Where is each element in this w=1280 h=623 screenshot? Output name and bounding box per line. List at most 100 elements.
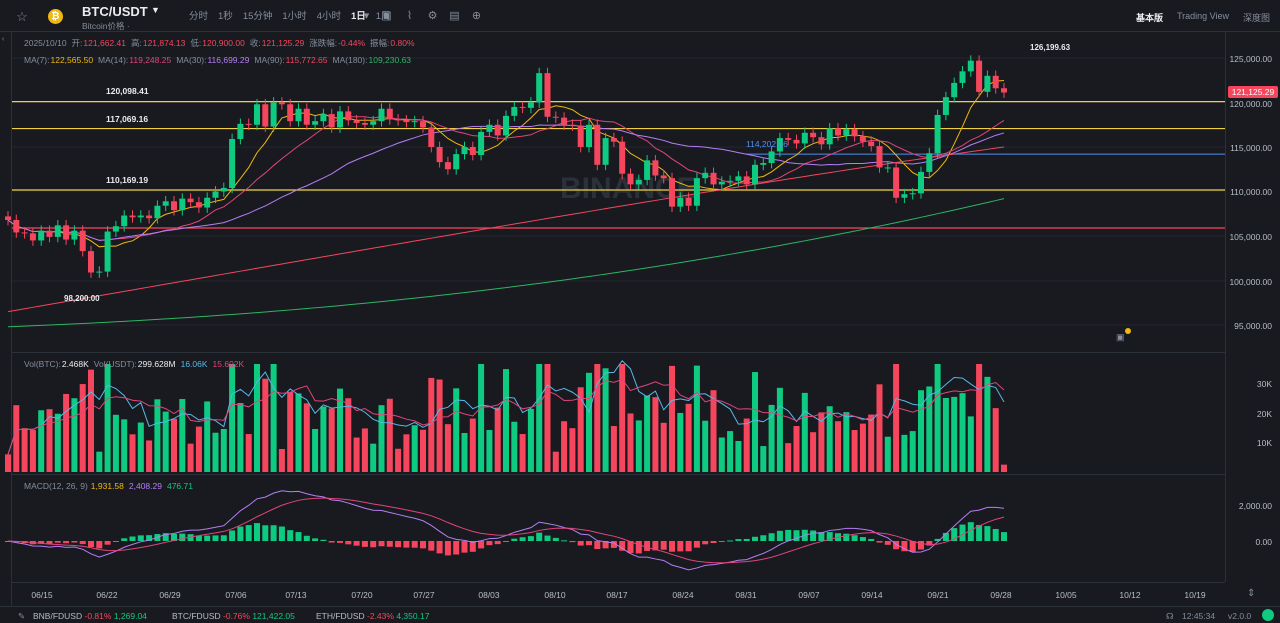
left-drawing-toolbar: ‹	[0, 32, 12, 606]
calendar-icon[interactable]: ▣	[381, 10, 392, 22]
volume-bar	[112, 414, 119, 472]
candle-body	[345, 111, 352, 121]
candle-body	[818, 137, 825, 145]
macd-hist-bar	[494, 541, 501, 545]
pane-separator[interactable]	[12, 352, 1225, 353]
add-indicator-icon[interactable]: ⊕	[471, 10, 482, 22]
candle-body	[270, 102, 277, 127]
candle-body	[162, 201, 169, 206]
macd-hist-bar	[577, 541, 584, 546]
ticker-item[interactable]: ETH/FDUSD -2.43% 4,350.17	[316, 611, 430, 621]
macd-hist-bar	[428, 541, 435, 551]
volume-bar	[137, 422, 144, 472]
macd-hist-bar	[453, 541, 460, 555]
candle-body	[519, 106, 526, 108]
tab-tradingview[interactable]: Trading View	[1176, 11, 1229, 21]
support-headset-icon[interactable]: ☊	[1166, 611, 1174, 621]
candle-body	[428, 127, 435, 147]
candle-body	[303, 108, 310, 125]
interval-tab-1s[interactable]: 1秒	[218, 11, 233, 22]
volume-bar	[586, 372, 592, 472]
volume-bar	[768, 404, 775, 472]
candle-body	[96, 271, 103, 273]
price-tick: 95,000.00	[1234, 321, 1272, 331]
candle-body	[669, 178, 675, 207]
volume-bar	[121, 419, 128, 472]
ticker-item[interactable]: BTC/FDUSD -0.76% 121,422.05	[172, 611, 295, 621]
macd-tick: 2,000.00	[1238, 501, 1272, 511]
candle-body	[984, 75, 991, 92]
macd-hist-bar	[859, 537, 866, 541]
volume-bar	[13, 405, 20, 472]
pane-separator[interactable]	[12, 474, 1225, 475]
macd-hist-bar	[112, 541, 119, 542]
macd-hist-bar	[561, 540, 568, 542]
indicator-chart-icon[interactable]: ⌇	[406, 10, 413, 22]
volume-bar	[453, 388, 460, 472]
settings-icon[interactable]: ⚙	[427, 10, 438, 22]
time-tick: 10/05	[1055, 590, 1077, 600]
candle-body	[610, 138, 617, 142]
macd-hist-bar	[54, 541, 61, 543]
macd-hist-bar	[851, 535, 858, 541]
volume-bar	[610, 426, 617, 472]
volume-bar	[204, 401, 211, 472]
interval-tab-1h[interactable]: 1小时	[282, 11, 307, 22]
layout-icon[interactable]: ▤	[449, 10, 460, 22]
price-tick: 115,000.00	[1230, 143, 1272, 153]
time-tick: 10/12	[1119, 590, 1141, 600]
candle-body	[461, 147, 468, 155]
volume-bar	[951, 396, 958, 472]
collapse-icon[interactable]: ‹	[2, 36, 5, 43]
volume-bar	[154, 399, 161, 472]
ticker-item[interactable]: BNB/FDUSD -0.81% 1,269.04	[33, 611, 147, 621]
macd-hist-bar	[395, 541, 402, 548]
volume-bar	[752, 372, 758, 472]
candle-body	[5, 216, 11, 220]
favorite-star-icon[interactable]: ☆	[16, 9, 28, 24]
symbol-subtitle[interactable]: Bitcoin价格 ·	[82, 21, 130, 31]
macd-hist-bar	[569, 541, 576, 543]
volume-bar	[967, 416, 974, 472]
candle-body	[511, 106, 518, 116]
candle-body	[104, 231, 111, 272]
symbol-title[interactable]: BTC/USDT	[82, 4, 148, 19]
interval-tab-15m[interactable]: 15分钟	[242, 11, 273, 22]
candle-body	[785, 138, 792, 140]
reset-axis-icon[interactable]: ⇕	[1247, 588, 1256, 599]
macd-hist-bar	[926, 541, 933, 546]
candle-body	[320, 114, 327, 122]
macd-hist-bar	[536, 532, 543, 541]
interval-tab-timeline[interactable]: 分时	[189, 11, 209, 22]
candle-body	[951, 82, 958, 98]
time-tick: 07/27	[413, 590, 435, 600]
candle-body	[229, 138, 236, 188]
macd-hist-bar	[436, 541, 443, 554]
volume-bar	[918, 390, 924, 472]
candle-body	[262, 104, 269, 127]
candle-body	[254, 104, 260, 125]
volume-bar	[29, 430, 36, 472]
macd-hist-bar	[179, 533, 186, 541]
price-tick: 125,000.00	[1229, 54, 1272, 64]
macd-hist-bar	[386, 541, 393, 547]
macd-hist-bar	[527, 536, 534, 541]
candle-body	[54, 225, 61, 237]
symbol-dropdown-icon[interactable]: ▼	[151, 5, 160, 15]
macd-hist-bar	[727, 540, 734, 542]
volume-bar	[776, 387, 783, 472]
macd-hist-bar	[411, 541, 418, 548]
time-tick: 07/06	[225, 590, 247, 600]
alert-icon[interactable]: ▣	[1116, 332, 1125, 342]
volume-bar	[801, 392, 808, 472]
macd-hist-bar	[1001, 532, 1007, 541]
ticker-bar: ✎ BNB/FDUSD -0.81% 1,269.04 BTC/FDUSD -0…	[0, 606, 1280, 623]
tab-depth[interactable]: 深度图	[1242, 13, 1270, 23]
pane-separator	[12, 582, 1225, 583]
tab-basic[interactable]: 基本版	[1135, 13, 1163, 23]
interval-tab-4h[interactable]: 4小时	[316, 11, 341, 22]
more-intervals-icon[interactable]: ▾	[363, 10, 370, 22]
interval-tab-1d[interactable]: 1日	[350, 11, 366, 22]
interval-tab-1w[interactable]: 1周	[375, 11, 391, 22]
